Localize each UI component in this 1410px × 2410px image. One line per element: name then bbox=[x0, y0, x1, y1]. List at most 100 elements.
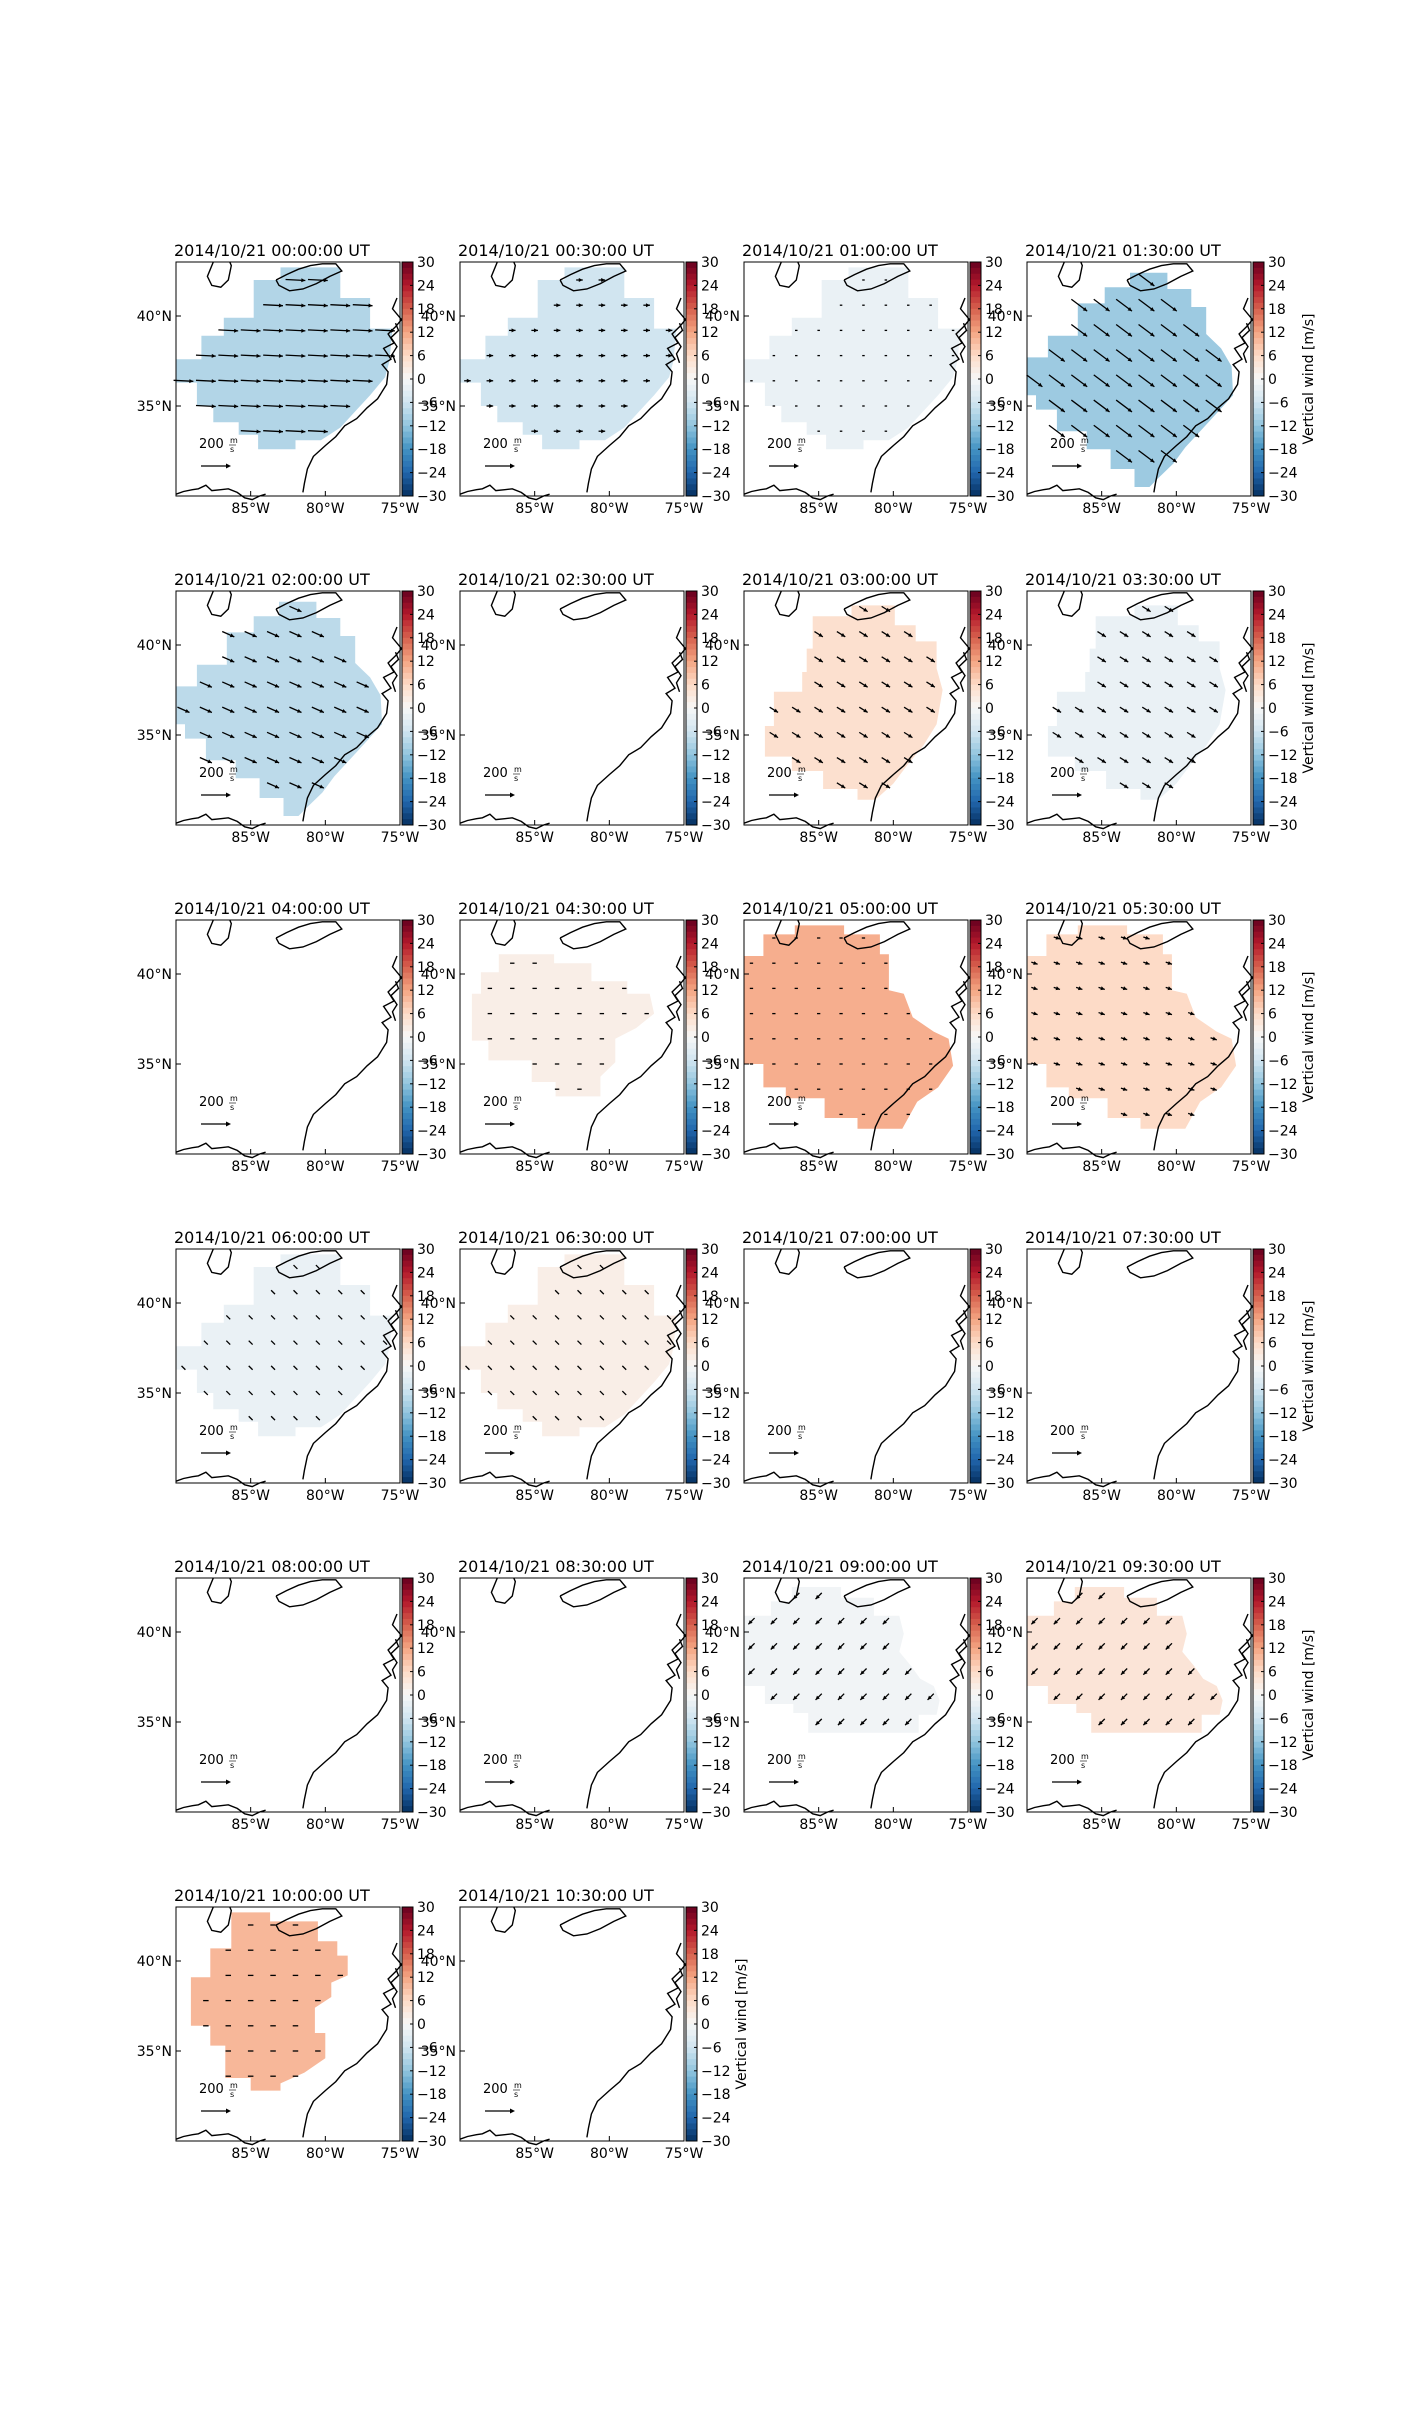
colorbar-segment bbox=[402, 1124, 413, 1132]
colorbar-segment bbox=[970, 731, 981, 738]
coastline bbox=[674, 651, 684, 693]
colorbar-segment bbox=[402, 460, 413, 468]
colorbar-segment bbox=[402, 1459, 413, 1466]
x-tick-label: 85°W bbox=[1082, 501, 1121, 517]
colorbar-segment bbox=[1253, 1471, 1264, 1478]
wind-arrow-head bbox=[489, 404, 494, 408]
colorbar-segment bbox=[402, 2111, 413, 2119]
map-frame bbox=[1026, 590, 1252, 826]
x-tick-label: 80°W bbox=[1157, 1488, 1196, 1504]
colorbar-segment bbox=[686, 591, 697, 598]
colorbar-tick-label: 12 bbox=[701, 1970, 719, 1986]
colorbar-tick-label: −24 bbox=[417, 1124, 447, 1140]
colorbar-segment bbox=[1253, 1383, 1264, 1390]
wind-arrow-head bbox=[319, 734, 324, 738]
colorbar-segment bbox=[1253, 1254, 1264, 1262]
panel-title: 2014/10/21 02:00:00 UT bbox=[174, 570, 370, 589]
colorbar-segment bbox=[970, 1148, 981, 1155]
colorbar-segment bbox=[402, 1918, 413, 1926]
wind-arrow bbox=[487, 1390, 493, 1396]
wind-arrow bbox=[532, 1340, 538, 1346]
colorbar-segment bbox=[970, 1401, 981, 1408]
wind-arrow-head bbox=[278, 303, 283, 308]
wind-arrow bbox=[337, 1390, 343, 1396]
wind-arrow-head bbox=[229, 734, 235, 738]
colorbar-tick-label: −24 bbox=[1268, 1124, 1298, 1140]
colorbar-segment bbox=[1253, 672, 1264, 680]
wind-arrow-head bbox=[229, 709, 235, 713]
colorbar-segment bbox=[402, 819, 413, 826]
colorbar-segment bbox=[970, 326, 981, 333]
gulf-coastline bbox=[175, 1471, 266, 1488]
coastline bbox=[390, 322, 400, 364]
wind-arrow-head bbox=[1076, 1695, 1081, 1700]
colorbar-segment bbox=[402, 1642, 413, 1649]
colorbar-segment bbox=[1253, 1054, 1264, 1061]
scale-unit-num: m bbox=[1081, 1423, 1089, 1432]
colorbar-segment bbox=[402, 1907, 413, 1914]
colorbar-segment bbox=[970, 408, 981, 415]
colorbar-segment bbox=[402, 308, 413, 316]
scale-unit-num: m bbox=[1081, 1752, 1089, 1761]
gulf-coastline bbox=[459, 813, 550, 830]
colorbar-segment bbox=[1253, 332, 1264, 339]
colorbar-tick-label: −18 bbox=[985, 771, 1015, 787]
colorbar-segment bbox=[402, 2047, 413, 2054]
colorbar-segment bbox=[970, 379, 981, 386]
colorbar-segment bbox=[686, 955, 697, 962]
colorbar-segment bbox=[970, 367, 981, 374]
colorbar-segment bbox=[1253, 1007, 1264, 1015]
wind-arrow-head bbox=[1168, 733, 1174, 738]
colorbar-segment bbox=[686, 1295, 697, 1303]
colorbar-segment bbox=[686, 1747, 697, 1754]
colorbar-segment bbox=[686, 819, 697, 826]
wind-arrow-head bbox=[840, 759, 846, 763]
colorbar-segment bbox=[686, 332, 697, 339]
panel-title: 2014/10/21 03:00:00 UT bbox=[742, 570, 938, 589]
coastline bbox=[958, 651, 968, 693]
scale-arrow-head bbox=[1077, 1450, 1082, 1456]
wind-arrow-head bbox=[1194, 382, 1200, 387]
map-frame bbox=[459, 590, 685, 826]
colorbar-tick-label: 12 bbox=[701, 1312, 719, 1328]
colorbar-tick-label: 18 bbox=[1268, 1289, 1286, 1305]
colorbar-segment bbox=[402, 801, 413, 808]
wind-arrow-head bbox=[1101, 683, 1106, 688]
colorbar-segment bbox=[686, 2123, 697, 2130]
wind-arrow-head bbox=[252, 759, 257, 764]
colorbar-segment bbox=[686, 2100, 697, 2107]
colorbar-segment bbox=[1253, 1800, 1264, 1807]
colorbar-segment bbox=[402, 960, 413, 968]
colorbar-segment bbox=[686, 1272, 697, 1279]
map-frame bbox=[175, 590, 401, 826]
colorbar-segment bbox=[970, 1266, 981, 1273]
vertical-wind-field bbox=[471, 954, 655, 1097]
colorbar-segment bbox=[1253, 1753, 1264, 1760]
lake-erie bbox=[1126, 1250, 1194, 1279]
colorbar-segment bbox=[402, 637, 413, 645]
y-tick-label: 35°N bbox=[421, 728, 456, 744]
colorbar-segment bbox=[402, 978, 413, 985]
colorbar-segment bbox=[402, 1583, 413, 1591]
colorbar-segment bbox=[686, 1788, 697, 1795]
wind-arrow-head bbox=[1082, 332, 1088, 337]
colorbar-segment bbox=[1253, 478, 1264, 485]
colorbar-segment bbox=[686, 1066, 697, 1073]
x-tick-label: 80°W bbox=[306, 2146, 345, 2162]
wind-arrow-head bbox=[1105, 433, 1110, 438]
colorbar-segment bbox=[686, 1383, 697, 1390]
scale-unit-den: s bbox=[1081, 1761, 1085, 1770]
wind-arrow-head bbox=[1145, 961, 1150, 965]
colorbar-segment bbox=[970, 772, 981, 779]
scale-label: 200 bbox=[483, 766, 508, 781]
x-tick-label: 85°W bbox=[799, 501, 838, 517]
wind-arrow-head bbox=[252, 658, 257, 663]
wind-arrow-head bbox=[1149, 332, 1155, 337]
colorbar-segment bbox=[686, 384, 697, 392]
wind-arrow-head bbox=[1149, 407, 1155, 412]
colorbar-segment bbox=[970, 1583, 981, 1591]
scale-unit-den: s bbox=[1081, 445, 1085, 454]
